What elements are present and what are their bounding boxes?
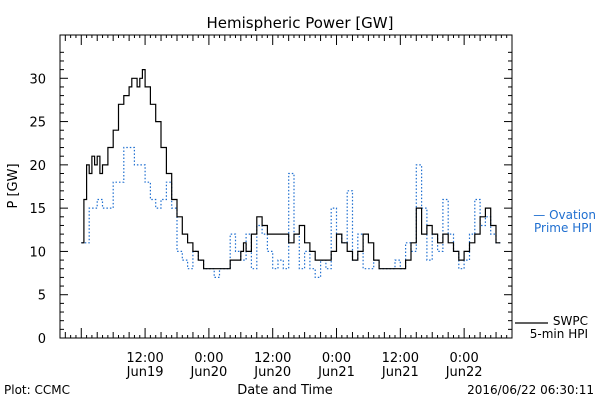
series-layer [81,69,501,278]
x-tick-date-label: Jun21 [381,365,419,380]
x-tick-time-label: 12:00 [382,351,419,366]
series-ovation-prime-line [81,146,501,278]
y-tick-label: 0 [38,332,46,347]
y-axis: 0 5 10 15 20 25 30 [29,51,512,347]
y-tick-label: 20 [29,159,46,174]
x-tick-date-label: Jun19 [126,365,164,380]
legend-ovation-line1: — Ovation [533,208,596,222]
y-tick-label: 5 [38,289,46,304]
plot-credit: Plot: CCMC [4,383,70,397]
x-tick-time-label: 12:00 [254,351,291,366]
legend: — Ovation Prime HPI SWPC 5-min HPI [515,208,596,341]
y-tick-label: 10 [29,245,46,260]
x-tick-time-label: 12:00 [126,351,163,366]
y-tick-label: 25 [29,116,46,131]
legend-swpc-line1: SWPC [553,314,588,328]
y-axis-label: P [GW] [6,163,21,208]
x-tick-date-label: Jun22 [445,365,483,380]
legend-swpc-line2: 5-min HPI [530,327,588,341]
x-tick-time-label: 0:00 [194,351,223,366]
x-tick-date-label: Jun20 [253,365,291,380]
chart-title: Hemispheric Power [GW] [207,14,394,32]
series-swpc-line [81,69,501,270]
y-tick-label: 15 [29,202,46,217]
x-tick-date-label: Jun20 [189,365,227,380]
x-axis: 12:00Jun190:00Jun2012:00Jun200:00Jun2112… [64,35,508,380]
legend-ovation-line2: Prime HPI [534,221,592,235]
legend-swpc: SWPC 5-min HPI [515,314,588,341]
x-tick-time-label: 0:00 [322,351,351,366]
x-tick-time-label: 0:00 [450,351,479,366]
x-tick-date-label: Jun21 [317,365,355,380]
plot-frame [59,34,513,339]
plot-timestamp: 2016/06/22 06:30:11 [467,383,594,397]
y-tick-label: 30 [29,72,46,87]
legend-ovation: — Ovation Prime HPI [533,208,596,235]
x-axis-label: Date and Time [237,383,333,398]
